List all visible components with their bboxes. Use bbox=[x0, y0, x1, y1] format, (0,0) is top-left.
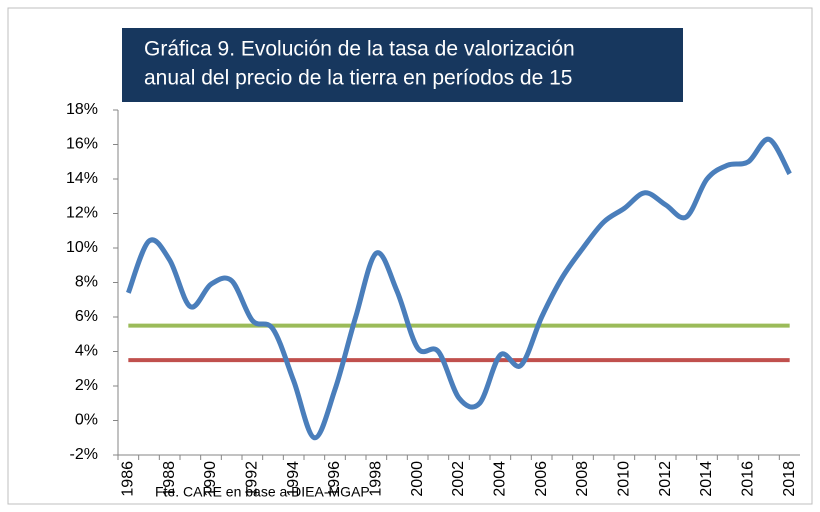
chart-title: Gráfica 9. Evolución de la tasa de valor… bbox=[144, 38, 575, 61]
y-tick-label: 8% bbox=[75, 274, 98, 291]
x-tick-label: 1994 bbox=[285, 461, 302, 497]
y-tick-label: 4% bbox=[75, 343, 98, 360]
x-tick-label: 1986 bbox=[120, 461, 137, 497]
y-tick-label: 16% bbox=[66, 136, 98, 153]
y-tick-label: 2% bbox=[75, 377, 98, 394]
title-box bbox=[122, 28, 683, 102]
y-tick-label: 18% bbox=[66, 101, 98, 118]
x-tick-label: 1992 bbox=[244, 461, 261, 497]
x-tick-label: 1998 bbox=[368, 461, 385, 497]
x-tick-label: 2004 bbox=[492, 461, 509, 497]
x-tick-label: 2010 bbox=[616, 461, 633, 497]
x-tick-label: 2002 bbox=[450, 461, 467, 497]
y-tick-label: 10% bbox=[66, 239, 98, 256]
x-tick-label: 2008 bbox=[574, 461, 591, 497]
data-line bbox=[125, 136, 792, 441]
y-tick-label: 6% bbox=[75, 308, 98, 325]
source-note: Fte. CARE en base a DIEA-MGAP bbox=[155, 484, 370, 500]
x-tick-label: 2016 bbox=[740, 461, 757, 497]
x-tick-label: 1990 bbox=[202, 461, 219, 497]
y-tick-label: 0% bbox=[75, 412, 98, 429]
y-tick-label: 12% bbox=[66, 205, 98, 222]
x-tick-label: 2000 bbox=[409, 461, 426, 497]
chart-title: anual del precio de la tierra en período… bbox=[144, 67, 572, 90]
y-tick-label: 14% bbox=[66, 170, 98, 187]
x-tick-label: 2012 bbox=[657, 461, 674, 497]
x-tick-label: 2006 bbox=[533, 461, 550, 497]
x-tick-label: 2014 bbox=[698, 461, 715, 497]
y-tick-label: -2% bbox=[70, 446, 98, 463]
x-tick-label: 1988 bbox=[161, 461, 178, 497]
x-tick-label: 2018 bbox=[781, 461, 798, 497]
x-tick-label: 1996 bbox=[326, 461, 343, 497]
